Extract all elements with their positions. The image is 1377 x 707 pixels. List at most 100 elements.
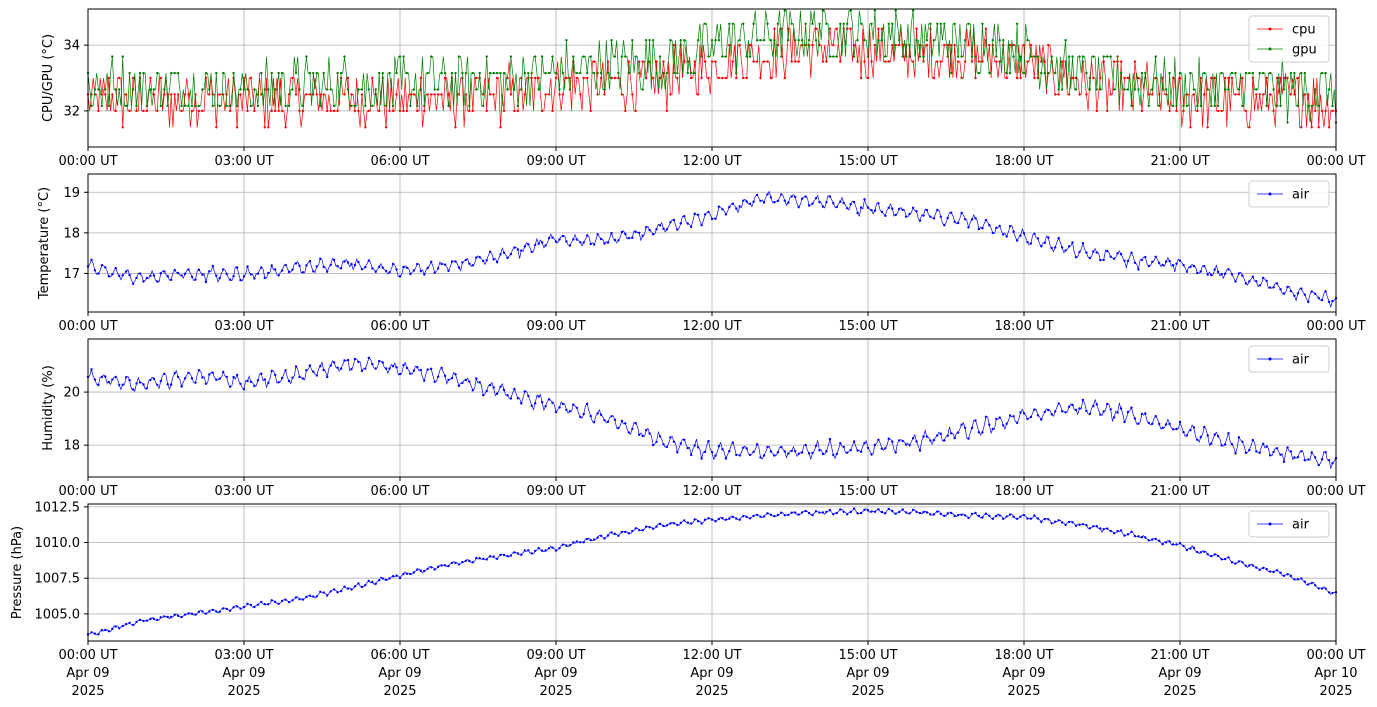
- data-point: [256, 272, 260, 275]
- data-point: [228, 278, 232, 281]
- data-point: [1154, 55, 1157, 58]
- data-point: [149, 76, 152, 80]
- data-point: [1085, 93, 1088, 96]
- data-point: [835, 452, 838, 456]
- data-point: [301, 377, 305, 380]
- data-point: [409, 372, 412, 375]
- data-point: [821, 452, 825, 456]
- data-point: [364, 367, 367, 370]
- data-point: [644, 525, 648, 528]
- data-point: [1293, 294, 1296, 297]
- data-point: [901, 208, 904, 212]
- data-point: [1019, 55, 1022, 58]
- data-point: [950, 511, 953, 515]
- y-tick-label: 18: [63, 226, 80, 241]
- data-point: [1275, 282, 1279, 285]
- data-point: [1320, 587, 1324, 590]
- data-point: [450, 71, 454, 75]
- data-point: [1258, 284, 1261, 287]
- data-point: [457, 266, 461, 269]
- data-point: [835, 27, 838, 30]
- data-point: [911, 9, 915, 12]
- data-point: [825, 60, 828, 63]
- data-point: [731, 60, 734, 63]
- data-point: [880, 447, 884, 450]
- data-point: [617, 71, 620, 75]
- x-tick-label: 15:00 UT: [838, 484, 897, 499]
- data-point: [1126, 259, 1130, 263]
- data-point: [249, 380, 253, 384]
- data-point: [870, 22, 873, 25]
- data-point: [818, 449, 821, 452]
- data-point: [1293, 93, 1296, 96]
- data-point: [1015, 421, 1019, 424]
- data-point: [613, 55, 617, 58]
- data-point: [648, 526, 651, 529]
- data-point: [1008, 414, 1012, 417]
- data-point: [1331, 462, 1334, 465]
- data-point: [877, 508, 880, 511]
- data-point: [235, 126, 239, 129]
- data-point: [551, 401, 554, 404]
- data-point: [208, 610, 211, 613]
- data-point: [1071, 76, 1074, 80]
- data-point: [1244, 71, 1248, 75]
- y-axis-label: Pressure (hPa): [10, 526, 25, 619]
- data-point: [579, 415, 582, 419]
- data-point: [225, 104, 228, 108]
- data-point: [1185, 104, 1189, 108]
- data-point: [832, 202, 835, 205]
- x-tick-label: 06:00 UT: [370, 484, 429, 499]
- data-point: [1227, 432, 1230, 435]
- data-point: [821, 205, 825, 208]
- data-point: [534, 55, 537, 58]
- data-point: [419, 270, 422, 273]
- data-point: [156, 618, 159, 622]
- data-point: [852, 507, 856, 510]
- data-point: [222, 370, 225, 374]
- data-point: [149, 274, 152, 277]
- data-point: [804, 195, 807, 198]
- data-point: [1265, 76, 1268, 80]
- data-point: [1133, 88, 1137, 91]
- data-point: [852, 55, 856, 58]
- data-point: [509, 554, 513, 557]
- data-point: [215, 378, 218, 381]
- data-point: [1043, 71, 1047, 75]
- data-point: [898, 43, 901, 47]
- data-point: [894, 213, 897, 217]
- data-point: [1085, 251, 1088, 254]
- x-tick-label: 12:00 UT: [682, 319, 741, 334]
- data-point: [738, 518, 741, 521]
- data-point: [610, 531, 613, 534]
- data-point: [759, 515, 762, 518]
- data-point: [135, 620, 138, 624]
- data-point: [357, 109, 360, 113]
- data-point: [260, 71, 263, 75]
- data-point: [1189, 429, 1192, 432]
- data-point: [1095, 88, 1099, 91]
- data-point: [1182, 263, 1185, 267]
- data-point: [1296, 456, 1300, 459]
- data-point: [263, 603, 266, 606]
- x-tick-label: 15:00 UT: [838, 154, 897, 169]
- data-point: [1154, 415, 1157, 418]
- data-point: [367, 109, 370, 113]
- data-point: [1293, 71, 1296, 75]
- data-point: [1140, 258, 1144, 262]
- x-tick-label: 15:00 UT: [838, 648, 897, 663]
- data-point: [1307, 93, 1310, 96]
- data-point: [1022, 513, 1026, 517]
- data-point: [891, 207, 894, 210]
- data-point: [218, 93, 221, 96]
- data-point: [197, 268, 201, 271]
- x-tick-label: 15:00 UT: [838, 319, 897, 334]
- data-point: [769, 39, 773, 42]
- data-point: [773, 201, 776, 204]
- data-point: [1213, 433, 1216, 436]
- data-point: [1182, 430, 1185, 434]
- data-point: [707, 55, 710, 58]
- data-point: [554, 76, 558, 80]
- data-point: [1060, 246, 1064, 249]
